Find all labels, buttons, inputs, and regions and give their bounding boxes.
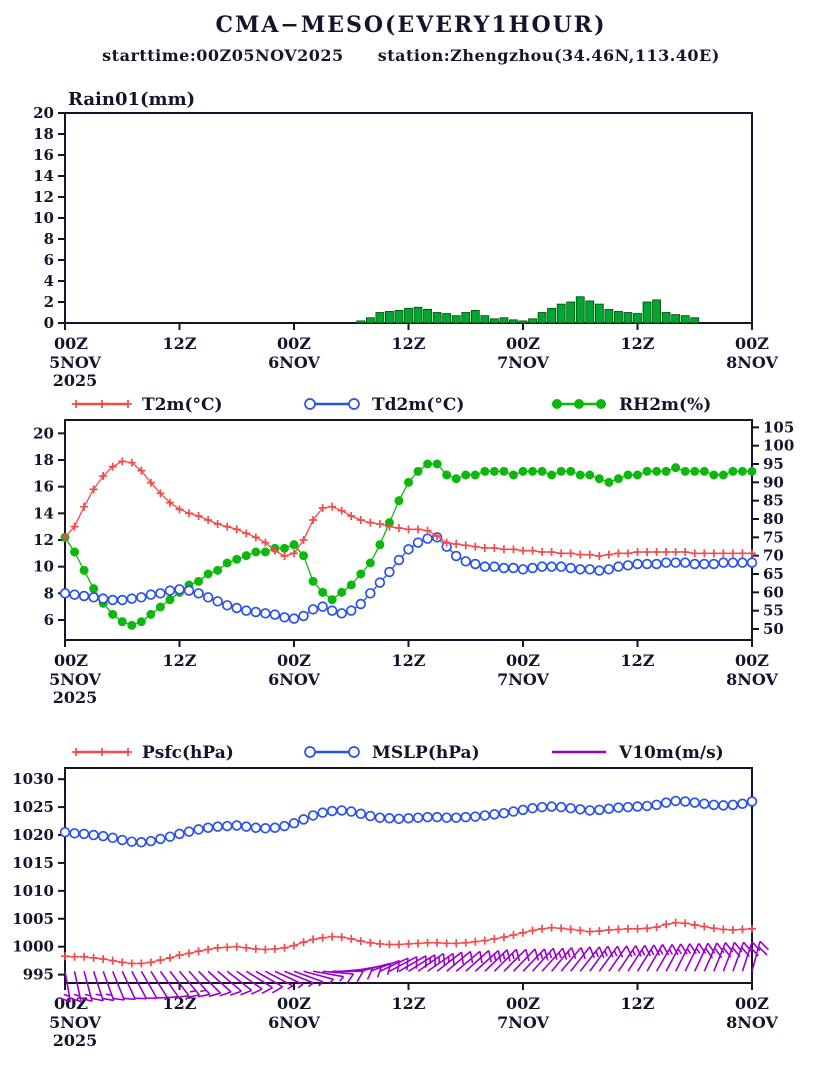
svg-text:6: 6	[44, 611, 54, 629]
svg-text:1015: 1015	[12, 854, 54, 872]
svg-text:5NOV: 5NOV	[49, 1013, 101, 1032]
rain-panel-chart: Rain01(mm) 0 2 4 6 8 10 12 14 16 18 20 00Z 12Z 00Z 12Z 0…	[33, 89, 778, 388]
svg-text:995: 995	[23, 966, 54, 984]
svg-text:80: 80	[763, 510, 784, 528]
svg-text:12Z: 12Z	[621, 994, 655, 1013]
svg-text:12Z: 12Z	[621, 334, 655, 353]
svg-text:Psfc(hPa): Psfc(hPa)	[142, 743, 234, 763]
svg-text:00Z: 00Z	[735, 651, 769, 670]
svg-text:00Z: 00Z	[735, 994, 769, 1013]
svg-text:12Z: 12Z	[392, 651, 426, 670]
svg-text:6NOV: 6NOV	[268, 1013, 320, 1032]
svg-text:16: 16	[33, 478, 54, 496]
svg-text:6NOV: 6NOV	[268, 353, 320, 372]
svg-text:6: 6	[44, 251, 54, 269]
svg-text:7NOV: 7NOV	[497, 1013, 549, 1032]
svg-text:2025: 2025	[53, 1031, 98, 1050]
svg-text:55: 55	[763, 602, 784, 620]
svg-text:00Z: 00Z	[277, 651, 311, 670]
svg-text:00Z: 00Z	[506, 334, 540, 353]
svg-text:8: 8	[44, 230, 54, 248]
svg-text:7NOV: 7NOV	[497, 353, 549, 372]
svg-text:Rain01(mm): Rain01(mm)	[68, 89, 195, 110]
svg-text:2025: 2025	[53, 371, 98, 388]
svg-text:T2m(°C): T2m(°C)	[142, 395, 223, 415]
chart-title: CMA−MESO(EVERY1HOUR)	[215, 12, 607, 38]
svg-text:95: 95	[763, 455, 784, 473]
svg-text:V10m(m/s): V10m(m/s)	[618, 743, 724, 763]
svg-text:8NOV: 8NOV	[726, 1013, 778, 1032]
svg-text:00Z: 00Z	[54, 994, 88, 1013]
svg-text:50: 50	[763, 620, 784, 638]
svg-text:12Z: 12Z	[621, 651, 655, 670]
svg-text:5NOV: 5NOV	[49, 353, 101, 372]
svg-text:85: 85	[763, 492, 784, 510]
svg-text:0: 0	[44, 314, 54, 332]
svg-text:RH2m(%): RH2m(%)	[619, 395, 711, 415]
pressure-wind-panel-chart: 995 1000 1005 1010 1015 1020 1025 1030 00Z 12Z 00Z…	[12, 743, 778, 1050]
svg-text:18: 18	[33, 125, 54, 143]
svg-text:1000: 1000	[12, 938, 54, 956]
svg-text:00Z: 00Z	[506, 651, 540, 670]
chart-subtitle: starttime:00Z05NOV2025 station:Zhengzhou…	[0, 46, 822, 65]
svg-text:MSLP(hPa): MSLP(hPa)	[372, 743, 480, 763]
svg-text:12Z: 12Z	[163, 334, 197, 353]
svg-text:70: 70	[763, 547, 784, 565]
svg-text:14: 14	[33, 504, 54, 522]
svg-text:2025: 2025	[53, 688, 98, 707]
svg-text:5NOV: 5NOV	[49, 670, 101, 689]
svg-text:8: 8	[44, 584, 54, 602]
svg-text:12Z: 12Z	[163, 994, 197, 1013]
subtitle-station: station:Zhengzhou(34.46N,113.40E)	[377, 46, 720, 65]
svg-text:14: 14	[33, 167, 54, 185]
svg-text:20: 20	[33, 104, 54, 122]
svg-text:00Z: 00Z	[735, 334, 769, 353]
svg-text:00Z: 00Z	[54, 651, 88, 670]
svg-text:00Z: 00Z	[506, 994, 540, 1013]
svg-text:16: 16	[33, 146, 54, 164]
svg-text:00Z: 00Z	[277, 994, 311, 1013]
svg-text:1025: 1025	[12, 798, 54, 816]
svg-text:00Z: 00Z	[54, 334, 88, 353]
svg-text:75: 75	[763, 528, 784, 546]
svg-text:10: 10	[33, 209, 54, 227]
svg-text:12Z: 12Z	[392, 994, 426, 1013]
svg-text:00Z: 00Z	[277, 334, 311, 353]
svg-text:7NOV: 7NOV	[497, 670, 549, 689]
svg-text:2: 2	[44, 293, 54, 311]
svg-text:8NOV: 8NOV	[726, 670, 778, 689]
svg-text:1020: 1020	[12, 826, 54, 844]
svg-text:1005: 1005	[12, 910, 54, 928]
svg-text:8NOV: 8NOV	[726, 353, 778, 372]
subtitle-starttime: starttime:00Z05NOV2025	[102, 46, 344, 65]
svg-text:Td2m(°C): Td2m(°C)	[372, 395, 464, 415]
svg-text:100: 100	[763, 437, 794, 455]
svg-text:90: 90	[763, 473, 784, 491]
svg-text:12Z: 12Z	[163, 651, 197, 670]
svg-text:20: 20	[33, 424, 54, 442]
svg-text:1030: 1030	[12, 770, 54, 788]
svg-text:12Z: 12Z	[392, 334, 426, 353]
svg-text:65: 65	[763, 565, 784, 583]
chart-header: CMA−MESO(EVERY1HOUR) starttime:00Z05NOV2…	[0, 0, 822, 88]
svg-text:4: 4	[44, 272, 54, 290]
svg-text:105: 105	[763, 418, 794, 436]
svg-text:1010: 1010	[12, 882, 54, 900]
svg-text:60: 60	[763, 583, 784, 601]
svg-text:18: 18	[33, 451, 54, 469]
temperature-humidity-panel-chart: 6 8 10 12 14 16 18 20 50556065707580859095100105…	[33, 395, 794, 707]
svg-text:10: 10	[33, 558, 54, 576]
svg-text:12: 12	[33, 188, 54, 206]
svg-text:6NOV: 6NOV	[268, 670, 320, 689]
svg-text:12: 12	[33, 531, 54, 549]
